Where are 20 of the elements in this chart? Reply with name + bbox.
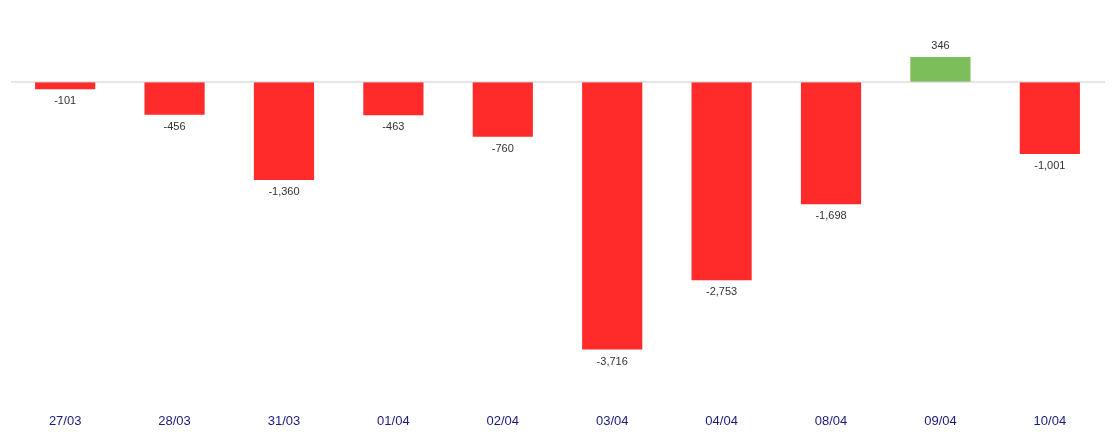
x-tick-label: 09/04 xyxy=(924,412,957,428)
data-label: -1,001 xyxy=(1034,159,1066,172)
data-label: -1,698 xyxy=(815,209,847,222)
data-label: 346 xyxy=(931,39,950,52)
x-tick-label: 31/03 xyxy=(267,412,301,428)
data-label: -1,360 xyxy=(268,184,300,197)
x-tick-label: 27/03 xyxy=(48,412,82,428)
x-tick-label: 04/04 xyxy=(705,412,738,428)
data-label: -101 xyxy=(54,94,77,107)
data-label: -3,716 xyxy=(596,354,628,367)
x-tick-label: 28/03 xyxy=(158,412,191,428)
x-tick-label: 03/04 xyxy=(595,412,629,428)
x-tick-label: 01/04 xyxy=(377,412,410,428)
x-tick-label: 08/04 xyxy=(814,412,848,428)
data-label: -456 xyxy=(163,119,186,132)
x-tick-label: 10/04 xyxy=(1033,412,1067,428)
data-label: -2,753 xyxy=(706,285,738,298)
data-label: -463 xyxy=(382,120,405,133)
data-label: -760 xyxy=(491,141,514,154)
x-tick-label: 02/04 xyxy=(486,412,520,428)
